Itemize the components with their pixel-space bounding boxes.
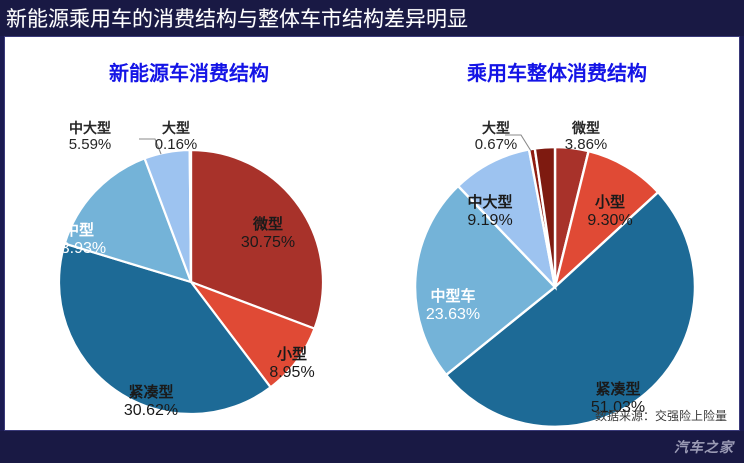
pie-slice-zhongxingche <box>413 184 557 377</box>
pie-slice-jincouxing <box>444 190 697 429</box>
header-bar: 新能源乘用车的消费结构与整体车市结构差异明显 <box>0 0 744 36</box>
chart-title-overall: 乘用车整体消费结构 <box>467 63 647 85</box>
pie-svg-nev <box>57 138 325 416</box>
leader-line-zhongdaxing <box>139 138 162 155</box>
pie-slice-jincouxing <box>57 242 273 416</box>
watermark-logo: 汽车之家 <box>674 441 734 456</box>
leader-line-daxing <box>505 134 532 152</box>
pie-slice-zhongdaxing <box>456 147 557 291</box>
chart-panel: 新能源车消费结构 乘用车整体消费结构 <box>4 36 740 431</box>
pie-slice-xiaoxing <box>552 149 660 291</box>
page-title: 新能源乘用车的消费结构与整体车市结构差异明显 <box>6 8 468 31</box>
chart-title-nev: 新能源车消费结构 <box>109 63 269 85</box>
footer-bar <box>0 431 744 463</box>
pie-chart-nev: 中大型 5.59% 大型 0.16% 微型 30.75% 小型 8.95% 紧凑… <box>5 37 373 430</box>
pie-slice-weixing <box>189 148 325 331</box>
pie-svg-overall <box>413 134 697 429</box>
source-note: 数据来源：交强险上险量 <box>594 409 727 423</box>
pie-slice-sliver <box>533 145 557 288</box>
pie-chart-overall: 大型 0.67% 微型 3.86% 中大型 9.19% 小型 9.30% 中型车… <box>373 37 739 430</box>
pie-slice-daxing <box>188 148 193 283</box>
pie-slice-zhongxing <box>63 156 193 284</box>
